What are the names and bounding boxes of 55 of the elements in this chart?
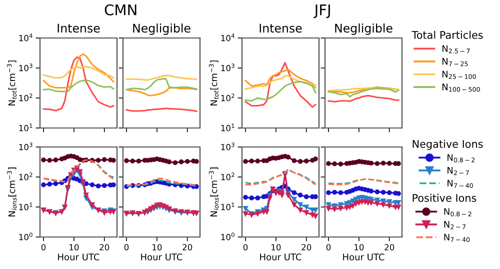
y-tick-label: 10$^{4}$	[19, 34, 32, 42]
x-axis-title: Hour UTC	[343, 254, 384, 260]
y-tick-label: 10$^{3}$	[19, 64, 32, 72]
x-axis-title: Hour UTC	[58, 254, 100, 260]
chart-title: Intense	[260, 24, 302, 33]
x-tick-label: 20	[100, 244, 110, 250]
y-tick-label: 10$^{1}$	[221, 202, 234, 210]
chart-title: Negligible	[133, 23, 190, 35]
legend-title: Total Particles	[412, 30, 483, 39]
x-tick-label: 10	[272, 244, 281, 250]
x-tick-label: 0	[41, 244, 46, 250]
legend-label: N$_{7−40}$	[448, 180, 473, 188]
text: JFJ	[314, 4, 330, 18]
y-tick-label: 10$^{2}$	[19, 172, 32, 180]
legend-label: N$_{0.8−2}$	[448, 154, 475, 162]
legend-label: N$_{7−40}$	[444, 234, 470, 242]
x-tick-label: 10	[152, 244, 162, 250]
chart-title: Intense	[58, 24, 100, 33]
legend-label: N$_{100−500}$	[442, 84, 480, 92]
y-tick-label: 10$^{4}$	[221, 34, 234, 42]
y-tick-label: 10$^{1}$	[19, 202, 32, 210]
legend-label: N$_{2−7}$	[448, 167, 469, 176]
x-tick-label: 0	[243, 244, 248, 250]
y-tick-label: 10$^{3}$	[221, 142, 234, 150]
y-tick-label: 10$^{3}$	[221, 64, 234, 72]
legend-title: Negative Ions	[412, 140, 483, 150]
text: CMN	[104, 4, 136, 16]
y-tick-label: 10$^{1}$	[221, 124, 234, 132]
y-axis-title: N$_{ions}$[cm$^{−3}$]	[6, 168, 17, 216]
y-tick-label: 10$^{3}$	[19, 142, 32, 150]
y-tick-label: 10$^{0}$	[221, 232, 234, 240]
y-tick-label: 10$^{1}$	[19, 124, 32, 132]
x-tick-label: 20	[384, 244, 394, 250]
legend-label: N$_{0.8−2}$	[444, 208, 472, 216]
y-axis-title: N$_{ions}$[cm$^{−3}$]	[208, 168, 219, 216]
y-tick-label: 10$^{2}$	[19, 94, 32, 102]
x-axis-title: Hour UTC	[141, 254, 182, 260]
x-tick-label: 0	[124, 244, 129, 250]
x-tick-label: 0	[326, 244, 331, 250]
y-tick-label: 10$^{2}$	[221, 172, 234, 180]
legend-label: N$_{2−7}$	[444, 221, 466, 230]
y-tick-label: 10$^{2}$	[221, 94, 234, 102]
x-tick-label: 10	[70, 244, 79, 250]
legend-label: N$_{2.5−7}$	[442, 45, 470, 54]
x-tick-label: 20	[302, 244, 312, 250]
y-axis-title: N$_{tot}$[cm$^{−3}$]	[208, 60, 219, 106]
y-axis-title: N$_{tot}$[cm$^{−3}$]	[6, 60, 17, 106]
chart-title: Negligible	[335, 23, 392, 35]
x-tick-label: 20	[182, 244, 192, 250]
text: Positive Ions	[412, 194, 476, 202]
x-tick-label: 10	[354, 244, 364, 250]
legend-label: N$_{7−25}$	[442, 58, 468, 66]
y-tick-label: 10$^{0}$	[19, 232, 32, 240]
x-axis-title: Hour UTC	[260, 254, 302, 260]
legend-label: N$_{25−100}$	[442, 70, 476, 79]
